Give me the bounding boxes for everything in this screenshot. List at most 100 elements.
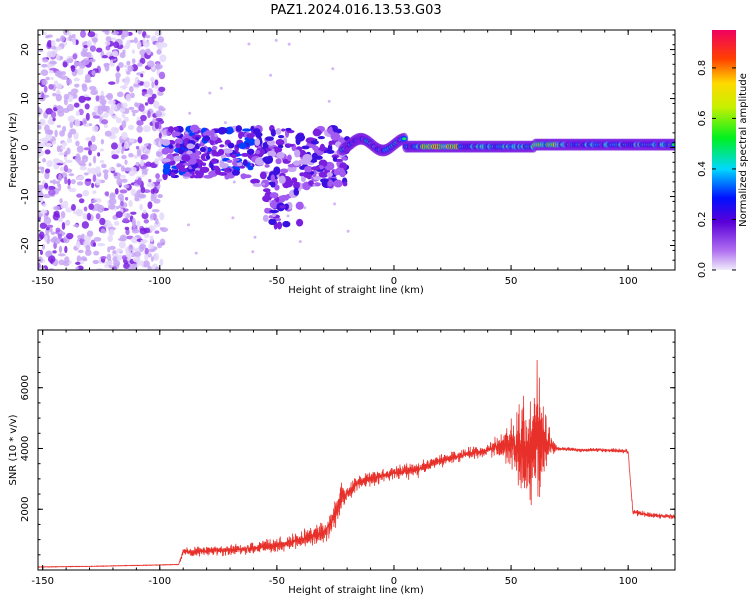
spectrogram-cell [147,96,155,105]
spectrogram-cell [136,258,141,267]
spectrogram-cell [68,173,75,177]
spectrogram-cell [66,137,73,144]
spectrogram-cell [224,144,228,148]
spectrogram-cell [95,178,101,186]
spectrogram-cell [275,139,285,146]
spectrogram-cell [127,124,135,131]
spectrogram-cell [143,227,151,234]
spectrogram-cell [154,230,160,234]
spectrogram-cell [287,165,297,173]
spectrogram-cell [55,38,61,42]
spectrogram-cell [255,149,261,155]
spectrogram-cell [115,149,121,154]
spectrogram-cell [47,189,56,196]
spectrogram-cell [298,188,302,192]
snr-y-tick-label: 2000 [20,497,31,522]
spectrogram-cell [188,111,192,115]
spectrogram-cell [246,148,255,155]
spectrogram-cell [110,142,118,150]
spectrogram-cell [46,160,53,168]
spectrogram-cell [333,179,343,188]
spectrogram-cell [182,173,193,177]
spectrogram-cell [151,209,160,213]
spectrogram-cell [161,42,168,48]
spectrogram-cell [159,238,166,246]
spectrogram-cell [45,35,50,39]
spectrogram-cell [327,179,333,187]
spectrogram-cell [131,217,136,226]
spectrogram-cell [64,176,68,185]
spectrogram-cell [85,137,93,141]
spectrogram-cell [156,49,162,55]
spectrogram-cell [154,121,159,130]
spectrogram-cell [111,30,120,35]
spectrogram-cell [117,237,126,242]
spectrogram-cell [219,86,223,90]
spectrogram-cell [155,137,159,146]
spectrogram-cell [103,112,109,118]
spectrogram-cell [85,244,91,252]
spectrogram-cell [119,107,126,113]
spectrogram-cell [342,181,348,187]
spectrogram-cell [298,240,302,244]
spectrogram-cell [262,182,266,186]
spectrogram-x-tick-label: -50 [269,276,285,287]
spectrogram-cell [90,89,98,96]
snr-ticks: -150 -100 -50 0 50 100 2000 4000 6000 [20,330,676,587]
spectrogram-cell [46,143,53,147]
spectrogram-cell [60,75,69,80]
spectrogram-cell [75,39,79,46]
spectrogram-cell [162,167,171,175]
spectrogram-cell [87,167,92,175]
spectrogram-cell [218,127,228,134]
spectrogram-cell [82,117,88,125]
spectrogram-cell [43,85,48,93]
spectrogram-cell [236,162,243,167]
spectrogram-cell [190,124,200,133]
spectrogram-cell [121,178,128,183]
spectrogram-cell [101,105,108,112]
spectrogram-cell [123,262,130,269]
spectrogram-cell [86,212,92,221]
spectrogram-cell [223,121,227,125]
spectrogram-cell [136,220,141,228]
spectrogram-cell [76,181,84,186]
spectrogram-cell [64,220,71,225]
spectrogram-cell [57,110,65,117]
spectrogram-cell [156,178,163,182]
spectrogram-cell [139,158,145,167]
spectrogram-cell [252,128,261,134]
spectrogram-cell [239,165,246,169]
spectrogram-cell [119,189,128,194]
spectrogram-cell [231,216,235,220]
spectrogram-cell [269,73,273,77]
spectrogram-y-tick-label: -10 [20,188,31,204]
spectrogram-cell [114,188,119,195]
spectrogram-cell [53,205,61,211]
spectrogram-cell [279,205,286,209]
spectrogram-cell [145,48,151,54]
spectrogram-cell [139,57,146,65]
spectrogram-cell [66,31,72,36]
spectrogram-cell [116,205,120,210]
spectrogram-cell [100,255,107,260]
spectrogram-cell [92,155,97,164]
spectrogram-cell [141,211,149,220]
colorbar-gradient [712,30,736,270]
spectrogram-cell [311,166,320,171]
spectrogram-cell [76,193,83,198]
spectrogram-cell [99,159,105,164]
spectrogram-cell [301,157,311,165]
spectrogram-cell [82,212,86,220]
spectrogram-cell [293,187,300,196]
spectrogram-cell [110,126,119,135]
colorbar-tick-label: 0.0 [697,262,708,278]
spectrogram-cell [45,108,53,115]
spectrogram-cell [219,144,225,148]
spectrogram-cell [140,145,148,153]
spectrogram-cell [79,162,87,167]
spectrogram-cell [83,45,88,49]
spectrogram-cell [238,131,244,137]
spectrogram-cell [70,88,79,94]
spectrogram-cell [235,125,242,132]
